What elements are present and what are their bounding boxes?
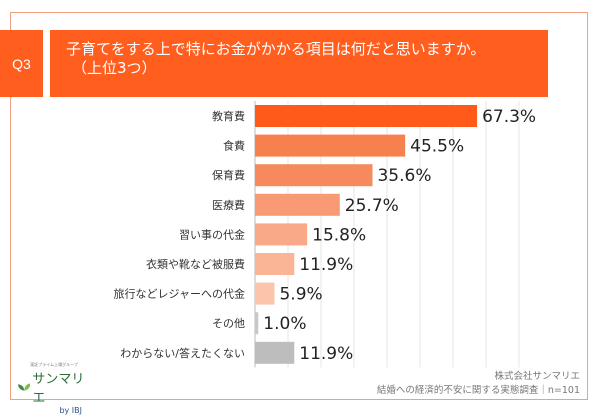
logo-by: by IBJ: [59, 406, 82, 415]
question-title: 子育てをする上で特にお金がかかる項目は何だと思いますか。 （上位3つ）: [50, 30, 548, 97]
logo-tagline: 東証プライム上場グループ: [30, 362, 78, 367]
category-label: 医療費: [212, 198, 245, 212]
leaf-icon: [18, 383, 31, 391]
bar: [255, 223, 308, 246]
value-label: 45.5%: [410, 137, 464, 157]
value-label: 15.8%: [312, 225, 366, 245]
category-label: わからない/答えたくない: [120, 346, 245, 360]
source-note: 株式会社サンマリエ 結婚への経済的不安に関する実態調査｜n=101: [377, 370, 580, 398]
value-label: 11.9%: [299, 255, 353, 275]
category-label: 保育費: [212, 168, 245, 182]
company-name: 株式会社サンマリエ: [494, 371, 580, 382]
title-line-2: （上位3つ）: [72, 59, 157, 77]
bar: [255, 164, 373, 187]
logo: 東証プライム上場グループ サンマリエ by IBJ: [18, 362, 90, 415]
bar: [255, 282, 275, 305]
category-label: 食費: [223, 139, 245, 153]
category-label: その他: [212, 317, 245, 330]
question-number: Q3: [0, 30, 43, 97]
category-label: 旅行などレジャーへの代金: [114, 287, 245, 301]
bar: [255, 105, 478, 127]
category-label: 習い事の代金: [179, 227, 245, 241]
bar: [255, 312, 259, 335]
value-label: 11.9%: [299, 344, 353, 364]
value-label: 35.6%: [377, 166, 431, 186]
bar: [255, 341, 295, 364]
value-label: 1.0%: [263, 314, 306, 334]
category-label: 衣類や靴など被服費: [146, 257, 245, 271]
bar: [255, 134, 406, 157]
survey-name: 結婚への経済的不安に関する実態調査｜n=101: [376, 385, 580, 396]
value-label: 5.9%: [279, 285, 322, 305]
value-label: 67.3%: [482, 107, 536, 127]
bar: [255, 253, 295, 275]
bar: [255, 193, 340, 216]
logo-name: サンマリエ: [32, 372, 85, 406]
value-label: 25.7%: [345, 196, 399, 216]
title-line-1: 子育てをする上で特にお金がかかる項目は何だと思いますか。: [66, 40, 486, 58]
chart-frame: [10, 12, 588, 400]
category-label: 教育費: [212, 109, 245, 123]
